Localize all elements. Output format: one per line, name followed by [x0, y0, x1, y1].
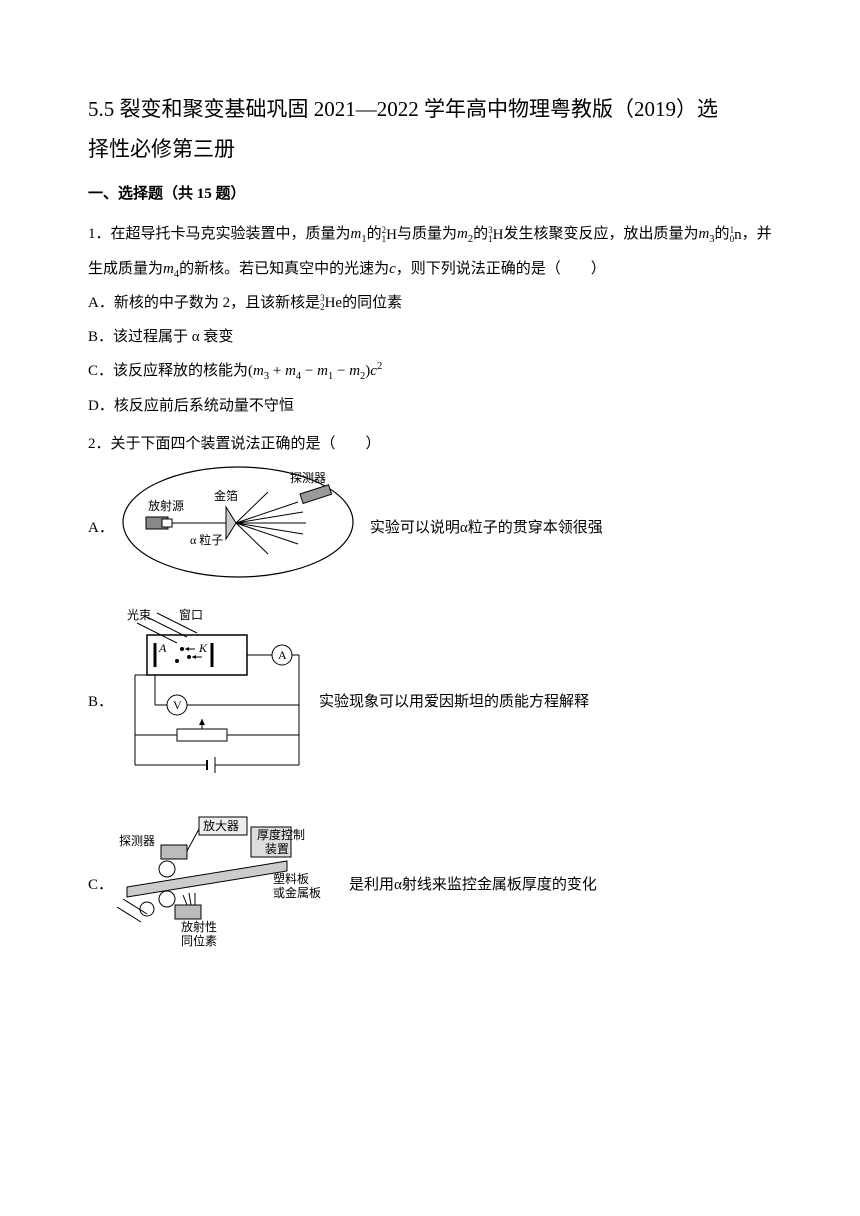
page-title: 5.5 裂变和聚变基础巩固 2021—2022 学年高中物理粤教版（2019）选… — [88, 90, 772, 170]
q2-stem: 2．关于下面四个装置说法正确的是（ ） — [88, 427, 772, 462]
isotope-n: 10n — [730, 217, 742, 252]
diagC-label-detector: 探测器 — [119, 834, 155, 848]
q2-option-c: C． 探测器 放大器 厚度控制 装置 塑料板 或金属板 放射性 — [88, 809, 772, 963]
isotope-3h: 31H — [488, 217, 503, 252]
q1-option-a: A．新核的中子数为 2，且该新核是32He的同位素 — [88, 288, 772, 319]
isotope-2h: 21H — [382, 217, 397, 252]
diagB-meter-A: A — [278, 648, 287, 662]
diagC-label-plate2: 或金属板 — [273, 885, 321, 900]
diagC-label-plate1: 塑料板 — [273, 871, 309, 886]
title-line-2: 择性必修第三册 — [88, 137, 235, 161]
title-line-1: 5.5 裂变和聚变基础巩固 2021—2022 学年高中物理粤教版（2019）选 — [88, 97, 718, 121]
q2-optA-text: 实验可以说明α粒子的贯穿本领很强 — [370, 511, 603, 546]
question-2: 2．关于下面四个装置说法正确的是（ ） A． 放射源 α 粒子 金箔 — [88, 427, 772, 962]
diagA-label-detector: 探测器 — [290, 471, 326, 485]
diagram-thickness-gauge: 探测器 放大器 厚度控制 装置 塑料板 或金属板 放射性 同位素 — [117, 809, 337, 963]
q1-option-d: D．核反应前后系统动量不守恒 — [88, 391, 772, 421]
diagram-photoelectric: 光束 窗口 A K A — [117, 605, 307, 799]
diagB-label-K: K — [198, 641, 208, 655]
diagB-label-beam: 光束 — [127, 608, 151, 622]
q1-stem: 1．在超导托卡马克实验装置中，质量为m1的21H与质量为m2的31H发生核聚变反… — [88, 217, 772, 287]
question-1: 1．在超导托卡马克实验装置中，质量为m1的21H与质量为m2的31H发生核聚变反… — [88, 217, 772, 421]
diagB-label-A: A — [158, 641, 167, 655]
q1-option-c: C．该反应释放的核能为(m3 + m4 − m1 − m2)c2 — [88, 356, 772, 387]
diagA-label-alpha: α 粒子 — [190, 532, 223, 547]
diagC-label-thick2: 装置 — [265, 842, 289, 856]
diagC-label-radio1: 放射性 — [181, 919, 217, 934]
diagB-label-window: 窗口 — [179, 608, 203, 622]
diagA-label-source: 放射源 — [148, 498, 184, 513]
diagC-label-amp: 放大器 — [203, 818, 239, 833]
q2-option-a: A． 放射源 α 粒子 金箔 探测器 实验可以 — [88, 462, 772, 596]
diagC-label-radio2: 同位素 — [181, 933, 217, 948]
q1-option-b: B．该过程属于 α 衰变 — [88, 322, 772, 352]
q2-optC-text: 是利用α射线来监控金属板厚度的变化 — [349, 868, 597, 903]
diagram-alpha-scattering: 放射源 α 粒子 金箔 探测器 — [118, 462, 358, 596]
diagB-meter-V: V — [173, 698, 182, 712]
q2-optB-text: 实验现象可以用爱因斯坦的质能方程解释 — [319, 685, 589, 720]
diagA-label-foil: 金箔 — [214, 488, 238, 503]
isotope-3he: 32He — [320, 288, 342, 319]
diagC-label-thick1: 厚度控制 — [257, 827, 305, 842]
q2-option-b: B． 光束 窗口 A K A — [88, 605, 772, 799]
section-header: 一、选择题（共 15 题） — [88, 182, 772, 208]
